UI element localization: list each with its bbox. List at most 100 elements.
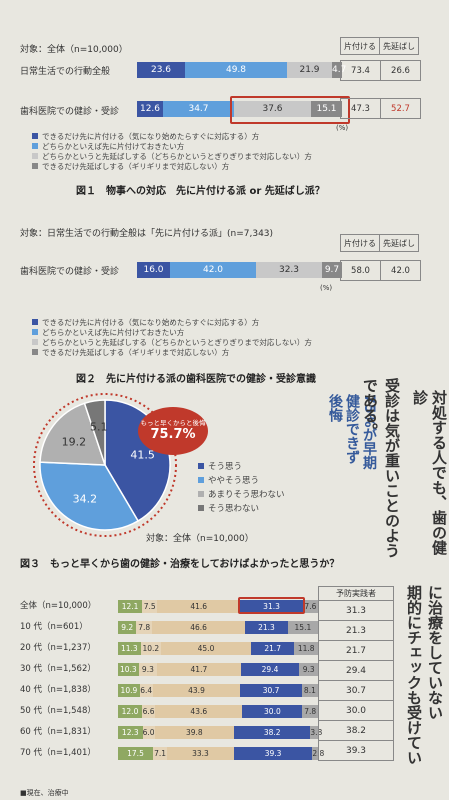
fig1-target: 対象：全体（n=10,000） — [20, 45, 128, 55]
fig3-right-cell: 21.3 — [318, 620, 394, 641]
fig1-legend-2: どちらかといえば先に片付けておきたい方 — [32, 142, 312, 152]
fig2-header: 片付ける 先延ばし — [340, 234, 419, 252]
pie-slice-3 — [39, 402, 107, 466]
fig3-row-label: 30 代（n=1,562） — [20, 664, 96, 674]
fig2-target: 対象：日常生活での行動全般は「先に片付ける派」(n=7,343) — [20, 229, 274, 239]
pie-legend-1: そう思う — [198, 460, 285, 474]
fig3-seg-4: 29.4 — [240, 663, 300, 676]
fig3-right-cell: 30.0 — [318, 700, 394, 721]
fig1-highlight-box — [230, 96, 350, 124]
fig3-row-label: 全体（n=10,000） — [20, 601, 97, 611]
fig3-seg-2: 9.3 — [138, 663, 158, 676]
body-col-2: である。 — [361, 378, 379, 438]
pie-legend-4: そう思わない — [198, 502, 285, 516]
fig2-col-2: 先延ばし — [379, 234, 419, 252]
body-col-4: 期的にチェックも受けてい — [405, 585, 423, 765]
fig3-row-label: 60 代（n=1,831） — [20, 727, 96, 737]
fig2-caption: 図２ 先に片付ける派の歯科医院での健診・受診意識 — [76, 374, 316, 385]
fig3-seg-4: 39.3 — [233, 747, 313, 760]
fig1-legend: できるだけ先に片付ける（気になり始めたらすぐに対応する）方 どちらかといえば先に… — [32, 132, 312, 172]
fig1-legend-4: できるだけ先延ばしする（ギリギリまで対応しない）方 — [32, 162, 312, 172]
fig1-row1-seg3: 21.9 — [287, 62, 332, 78]
fig2-row-label: 歯科医院での健診・受診 — [20, 267, 120, 277]
fig3-row: 70 代（n=1,401） 17.5 7.1 33.3 39.3 2.8 — [20, 747, 324, 761]
pie-label-4: 5.1 — [90, 420, 108, 433]
body-col-1: 受診は気が重いことのよう — [383, 378, 401, 558]
fig1-row1-label: 日常生活での行動全般 — [20, 67, 111, 77]
pie-callout-label: もっと早くからと後悔 — [140, 419, 206, 427]
fig3-seg-5: 8.1 — [301, 684, 318, 697]
fig1-row2-seg1: 12.6 — [137, 101, 163, 117]
fig3-seg-3: 39.8 — [154, 726, 235, 739]
fig1-row1-seg1: 23.6 — [137, 62, 185, 78]
fig3-seg-1: 10.9 — [118, 684, 140, 697]
fig3-seg-1: 11.3 — [118, 642, 141, 655]
fig3-right-header: 予防実践者 — [318, 586, 394, 601]
fig3-seg-4: 30.7 — [240, 684, 302, 697]
pie-chart: 41.5 34.2 19.25.1 — [33, 393, 177, 537]
fig3-seg-1: 17.5 — [118, 747, 153, 760]
body-col-5: 対処する人でも、歯の健診 — [411, 390, 448, 555]
fig2-col-1: 片付ける — [340, 234, 380, 252]
pie-slice-4 — [83, 399, 106, 466]
fig3-right-cell: 21.7 — [318, 640, 394, 661]
fig3-row: 40 代（n=1,838） 10.9 6.4 43.9 30.7 8.1 — [20, 684, 320, 698]
fig3-caption: 図３ もっと早くから歯の健診・治療をしておけばよかったと思うか？ — [20, 559, 340, 570]
fig1-row2-seg3: 37.6 — [234, 101, 311, 117]
pie-callout-value: 75.7% — [150, 427, 196, 442]
fig1-col-2: 先延ばし — [379, 37, 419, 55]
fig3-row-label: 70 代（n=1,401） — [20, 748, 96, 758]
fig1-row2-sums: 47.3 52.7 — [340, 98, 421, 119]
fig2-seg3: 32.3 — [256, 262, 322, 278]
pie-slice-2 — [39, 461, 140, 531]
fig2-legend-2: どちらかといえば先に片付けておきたい方 — [32, 328, 312, 338]
fig1-row1-sum2: 26.6 — [380, 60, 421, 81]
pie-callout: もっと早くからと後悔 75.7% — [138, 407, 208, 455]
fig1-unit: (%) — [336, 124, 349, 132]
fig1-row2-sum2: 52.7 — [380, 98, 421, 119]
fig2-seg2: 42.0 — [170, 262, 256, 278]
fig3-seg-3: 43.9 — [152, 684, 241, 697]
fig3-footnote: ■現在、治療中 — [20, 789, 69, 797]
fig3-seg-2: 7.5 — [142, 600, 158, 613]
fig3-seg-1: 10.3 — [118, 663, 139, 676]
fig3-seg-5: 3.8 — [310, 726, 323, 739]
pie-legend: そう思う ややそう思う あまりそう思わない そう思わない — [198, 460, 285, 516]
pie-label-3: 19.2 — [62, 435, 87, 448]
fig3-seg-2: 10.2 — [140, 642, 161, 655]
fig3-seg-2: 6.6 — [142, 705, 156, 718]
fig1-col-1: 片付ける — [340, 37, 380, 55]
fig3-right-cell: 38.2 — [318, 720, 394, 741]
fig1-row1-sum1: 73.4 — [340, 60, 381, 81]
fig3-seg-3: 33.3 — [167, 747, 234, 760]
fig3-seg-4: 21.3 — [245, 621, 288, 634]
fig3-seg-2: 6.0 — [142, 726, 155, 739]
fig3-row: 30 代（n=1,562） 10.3 9.3 41.7 29.4 9.3 — [20, 663, 320, 677]
fig1-legend-1: できるだけ先に片付ける（気になり始めたらすぐに対応する）方 — [32, 132, 312, 142]
fig3-seg-5: 7.6 — [302, 600, 318, 613]
fig3-seg-2: 7.1 — [153, 747, 168, 760]
fig3-seg-4: 38.2 — [234, 726, 311, 739]
fig3-row: 60 代（n=1,831） 12.3 6.0 39.8 38.2 3.8 — [20, 726, 323, 740]
fig3-bars: 全体（n=10,000） 12.1 7.5 41.6 31.3 7.6 10 代（n=601… — [20, 597, 324, 780]
fig2-legend-3: どちらかというと先延ばしする（どちらかというとぎりぎりまで対応しない）方 — [32, 338, 312, 348]
fig3-row: 50 代（n=1,548） 12.0 6.6 43.6 30.0 7.8 — [20, 705, 320, 719]
fig3-seg-1: 12.3 — [118, 726, 143, 739]
fig3-seg-1: 12.0 — [118, 705, 142, 718]
fig3-right-table: 予防実践者 31.3 21.3 21.7 29.4 30.7 30.0 38.2 39.3 — [318, 586, 394, 761]
headline-line-1: 75%が早期 — [361, 394, 377, 470]
fig3-seg-4: 31.3 — [240, 600, 303, 613]
pie-dotted-ring — [33, 393, 177, 537]
fig3-seg-5: 15.1 — [287, 621, 318, 634]
fig2-seg1: 16.0 — [137, 262, 170, 278]
fig2-sum2: 42.0 — [380, 260, 421, 281]
pie-legend-3: あまりそう思わない — [198, 488, 285, 502]
fig3-seg-5: 7.8 — [302, 705, 318, 718]
body-col-3: に治療をしていない — [426, 585, 444, 720]
fig3-highlight-box — [238, 597, 305, 614]
fig3-row: 20 代（n=1,237） 11.3 10.2 45.0 21.7 11.8 — [20, 642, 320, 656]
fig3-seg-2: 7.8 — [136, 621, 152, 634]
headline-line-3: 後悔 — [327, 394, 343, 422]
fig1-row2-seg4: 15.1 — [311, 101, 342, 117]
fig3-right-cell: 39.3 — [318, 740, 394, 761]
